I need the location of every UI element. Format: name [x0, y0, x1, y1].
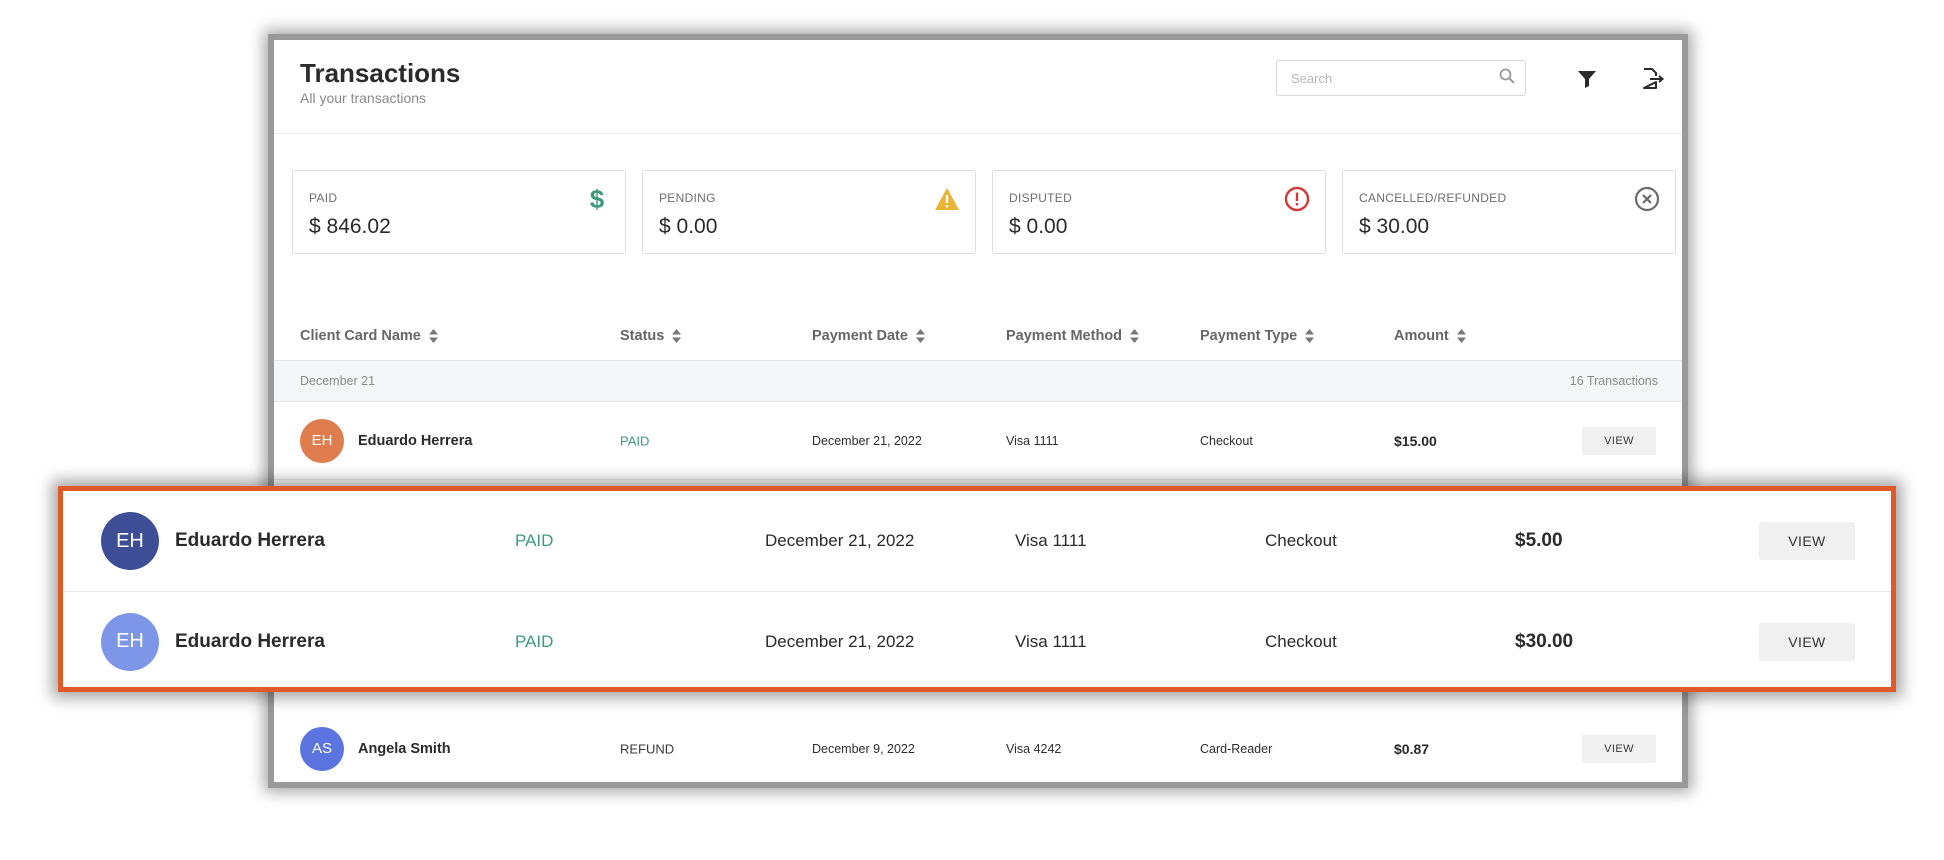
view-button[interactable]: VIEW: [1582, 734, 1656, 763]
table-header: Client Card Name Status Payment Date Pay…: [274, 310, 1682, 360]
card-value: $ 0.00: [659, 215, 718, 238]
payment-type: Checkout: [1265, 631, 1337, 651]
payment-method: Visa 4242: [1006, 741, 1062, 756]
card-cancelled-refunded: CANCELLED/REFUNDED $ 30.00: [1342, 170, 1676, 254]
export-button[interactable]: [1638, 64, 1668, 94]
payment-date: December 21, 2022: [765, 531, 915, 550]
sort-icon: [915, 329, 925, 343]
filter-button[interactable]: [1572, 64, 1602, 94]
table-row[interactable]: EH Eduardo Herrera PAID December 21, 202…: [63, 591, 1891, 691]
zoomed-rows-highlight: EH Eduardo Herrera PAID December 21, 202…: [58, 486, 1896, 692]
alert-circle-icon: [1283, 185, 1311, 213]
card-label: PAID: [309, 191, 338, 205]
dollar-icon: $: [583, 185, 611, 213]
payment-date: December 21, 2022: [765, 631, 915, 651]
summary-cards: PAID $ 846.02 $ PENDING $ 0.00 DISPUTED …: [292, 170, 1676, 254]
avatar: EH: [300, 418, 344, 463]
warning-icon: [933, 185, 961, 213]
table-row[interactable]: EH Eduardo Herrera PAID December 21, 202…: [274, 402, 1682, 480]
status-badge: PAID: [515, 631, 554, 651]
sort-icon: [672, 329, 682, 343]
column-label: Payment Type: [1200, 328, 1298, 344]
table-row[interactable]: EH Eduardo Herrera PAID December 21, 202…: [63, 491, 1891, 591]
table-row[interactable]: AS Angela Smith REFUND December 9, 2022 …: [274, 710, 1682, 782]
export-icon: [1643, 68, 1665, 89]
card-label: PENDING: [659, 191, 716, 205]
svg-text:$: $: [590, 185, 605, 213]
card-paid: PAID $ 846.02 $: [292, 170, 626, 254]
card-disputed: DISPUTED $ 0.00: [992, 170, 1326, 254]
payment-type: Checkout: [1200, 433, 1253, 448]
card-label: CANCELLED/REFUNDED: [1359, 191, 1507, 205]
view-button[interactable]: VIEW: [1759, 522, 1855, 560]
avatar: EH: [101, 612, 159, 671]
status-badge: PAID: [515, 531, 554, 550]
group-transaction-count: 16 Transactions: [1569, 374, 1658, 388]
client-name: Eduardo Herrera: [175, 530, 325, 551]
column-payment-type[interactable]: Payment Type: [1200, 328, 1315, 344]
card-label: DISPUTED: [1009, 191, 1073, 205]
status-badge: REFUND: [620, 741, 675, 756]
x-circle-icon: [1633, 185, 1661, 213]
search-box[interactable]: [1276, 60, 1526, 96]
column-payment-date[interactable]: Payment Date: [812, 328, 925, 344]
sort-icon: [1456, 329, 1466, 343]
card-value: $ 846.02: [309, 215, 391, 238]
avatar: EH: [101, 512, 159, 570]
page-header: Transactions All your transactions: [274, 40, 1682, 134]
page-title: Transactions: [300, 58, 461, 88]
search-input[interactable]: [1291, 70, 1499, 86]
column-amount[interactable]: Amount: [1394, 328, 1466, 344]
payment-date: December 9, 2022: [812, 741, 915, 756]
date-group-header: December 21 16 Transactions: [274, 360, 1682, 402]
group-date: December 21: [300, 374, 376, 388]
payment-method: Visa 1111: [1006, 433, 1059, 448]
view-button[interactable]: VIEW: [1582, 426, 1656, 455]
filter-icon: [1578, 71, 1596, 88]
column-label: Client Card Name: [300, 328, 421, 344]
card-value: $ 0.00: [1009, 215, 1068, 238]
search-icon[interactable]: [1499, 68, 1515, 89]
avatar: AS: [300, 726, 344, 771]
payment-method: Visa 1111: [1015, 531, 1087, 550]
column-label: Payment Method: [1006, 328, 1123, 344]
card-pending: PENDING $ 0.00: [642, 170, 976, 254]
payment-type: Checkout: [1265, 531, 1337, 550]
card-value: $ 30.00: [1359, 215, 1430, 238]
column-label: Status: [620, 328, 665, 344]
amount: $0.87: [1394, 740, 1430, 757]
sort-icon: [428, 329, 438, 343]
payment-date: December 21, 2022: [812, 433, 922, 448]
sort-icon: [1130, 329, 1140, 343]
column-status[interactable]: Status: [620, 328, 682, 344]
client-name: Eduardo Herrera: [358, 432, 473, 449]
sort-icon: [1305, 329, 1315, 343]
column-client-card-name[interactable]: Client Card Name: [300, 328, 438, 344]
status-badge: PAID: [620, 433, 650, 448]
column-label: Amount: [1394, 328, 1449, 344]
column-label: Payment Date: [812, 328, 908, 344]
page-subtitle: All your transactions: [300, 90, 427, 106]
view-button[interactable]: VIEW: [1759, 622, 1855, 661]
column-payment-method[interactable]: Payment Method: [1006, 328, 1140, 344]
client-name: Angela Smith: [358, 740, 451, 757]
amount: $30.00: [1515, 630, 1574, 652]
payment-method: Visa 1111: [1015, 631, 1087, 651]
client-name: Eduardo Herrera: [175, 630, 325, 652]
amount: $5.00: [1515, 530, 1563, 551]
amount: $15.00: [1394, 432, 1437, 449]
payment-type: Card-Reader: [1200, 741, 1273, 756]
